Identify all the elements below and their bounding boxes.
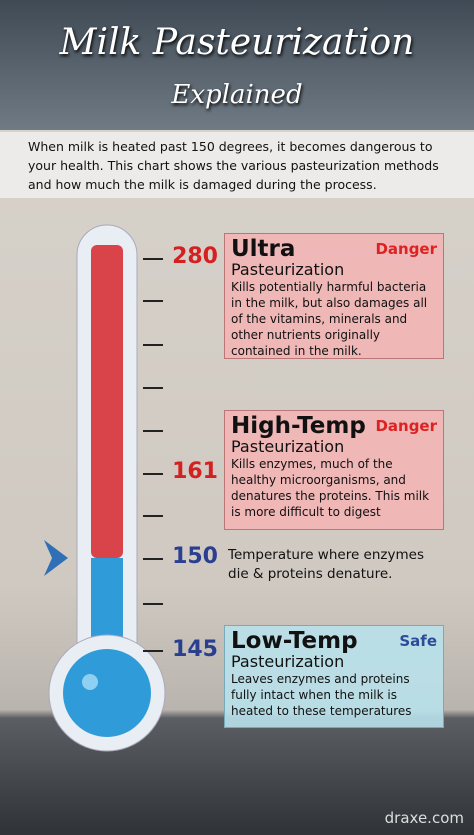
tick (143, 344, 163, 346)
red-fill (91, 245, 123, 558)
temperature: 161 (172, 459, 218, 484)
footer: draxe.com (384, 809, 464, 827)
tick (143, 650, 163, 652)
subtitle: Explained (171, 80, 303, 110)
status: Danger (375, 417, 437, 435)
tick (143, 558, 163, 560)
level-name: High-Temp (231, 413, 366, 439)
tick (143, 300, 163, 302)
intro: When milk is heated past 150 degrees, it… (0, 132, 474, 198)
level-card: High-Temp Danger Pasteurization Kills en… (224, 410, 444, 530)
title: Milk Pasteurization (59, 22, 415, 63)
bulb-highlight (82, 674, 98, 690)
level-card: Ultra Danger Pasteurization Kills potent… (224, 233, 444, 359)
marker-description: Temperature where enzymes die & proteins… (228, 547, 424, 582)
marker-arrow (44, 540, 68, 576)
level-name: Ultra (231, 236, 296, 262)
temperature: 280 (172, 244, 218, 269)
tick (143, 515, 163, 517)
level-subname: Pasteurization (231, 260, 345, 279)
tick (143, 258, 163, 260)
header (0, 0, 474, 130)
level-subname: Pasteurization (231, 437, 345, 456)
temperature: 150 (172, 544, 218, 569)
level-name: Low-Temp (231, 628, 358, 654)
level-card: Low-Temp Safe Pasteurization Leaves enzy… (224, 625, 444, 728)
status: Danger (375, 240, 437, 258)
description: Kills potentially harmful bacteria in th… (231, 280, 428, 358)
description: Leaves enzymes and proteins fully intact… (231, 672, 412, 718)
tick (143, 473, 163, 475)
bulb (63, 649, 151, 737)
tick (143, 430, 163, 432)
description: Kills enzymes, much of the healthy micro… (231, 457, 430, 519)
tick (143, 387, 163, 389)
tick (143, 603, 163, 605)
status: Safe (399, 632, 437, 650)
level-subname: Pasteurization (231, 652, 345, 671)
temperature: 145 (172, 637, 218, 662)
